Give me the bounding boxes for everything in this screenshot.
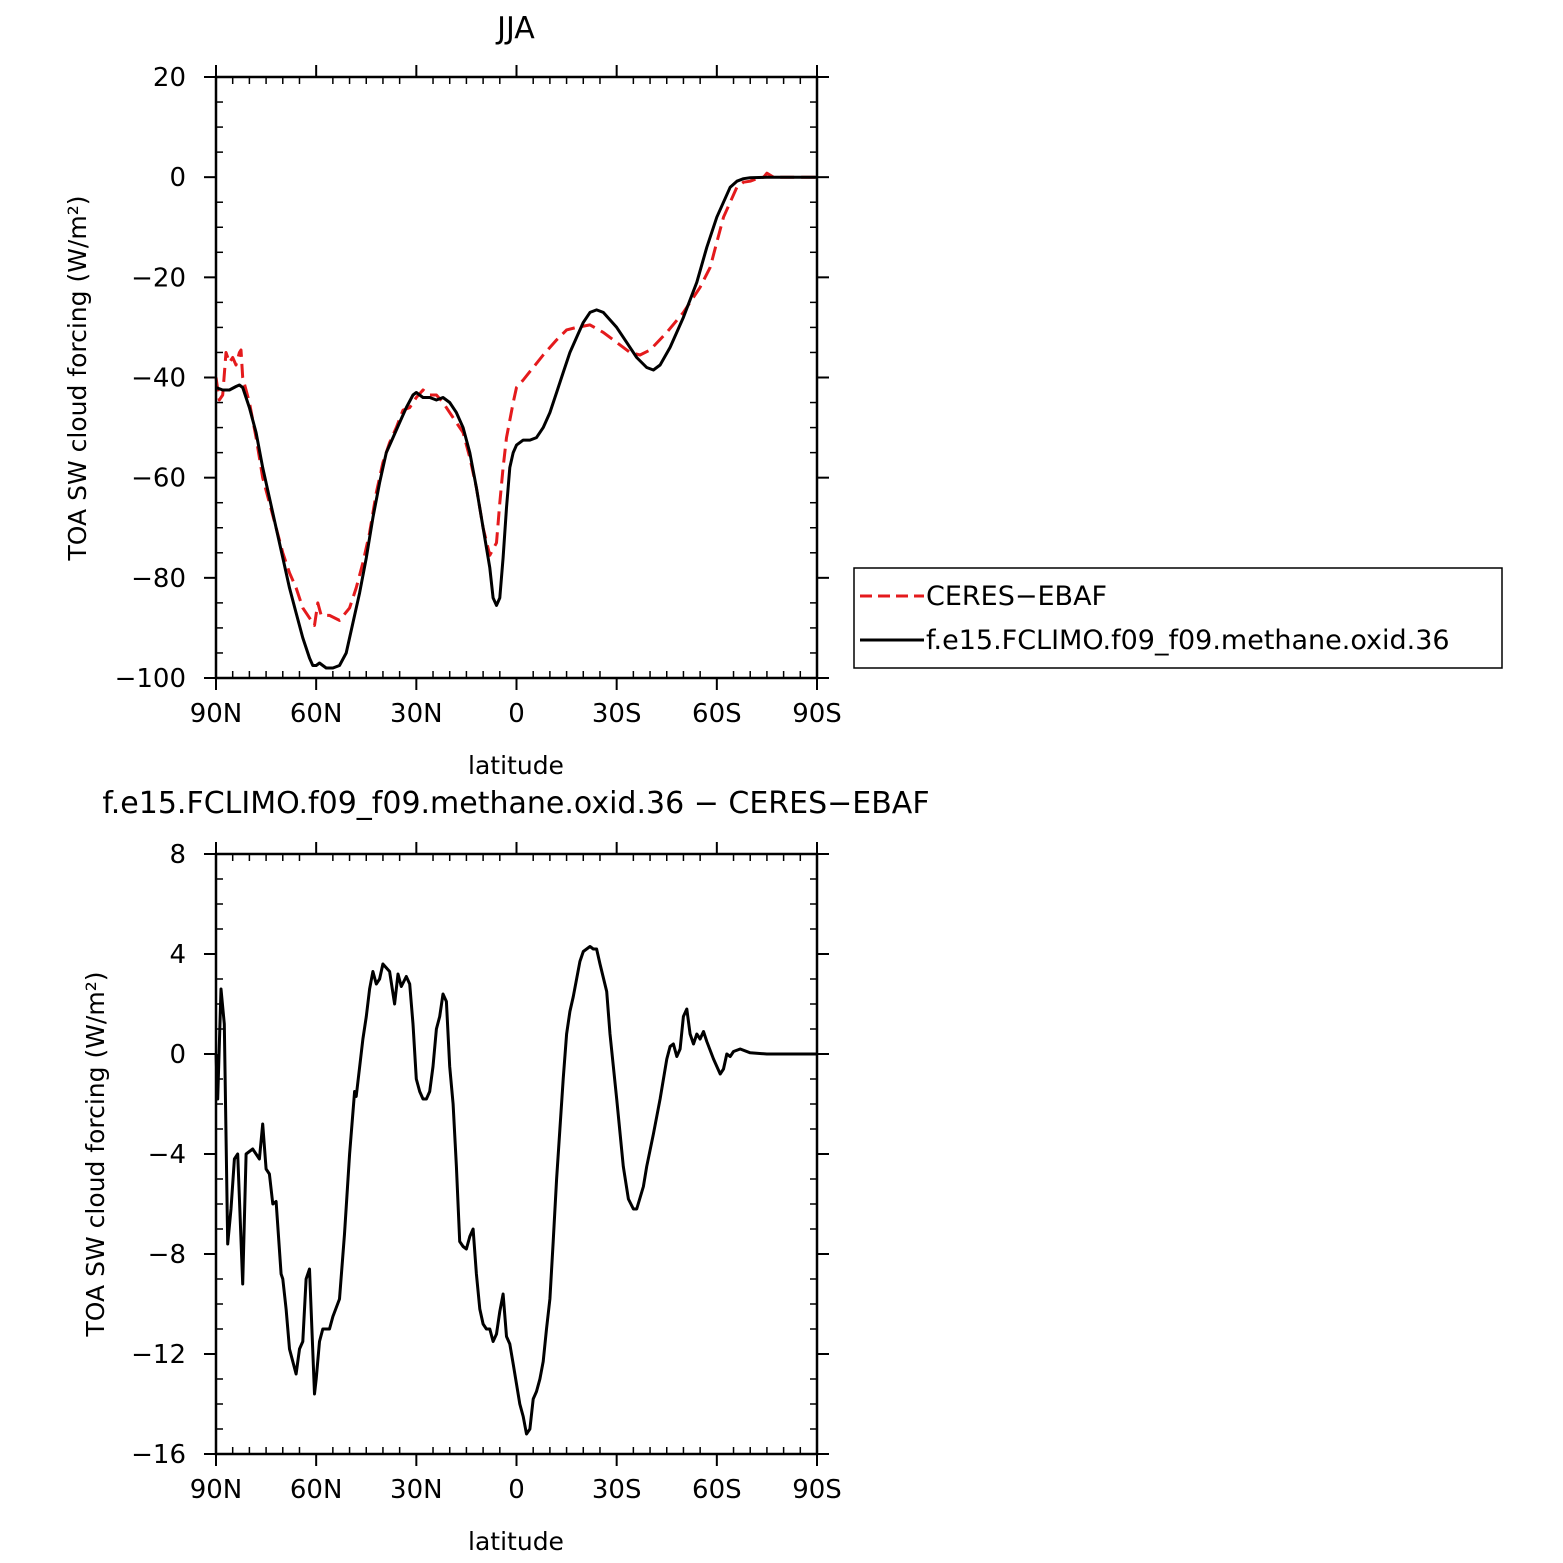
top-ytick-label: −40 — [131, 364, 186, 394]
top-chart-title: JJA — [495, 11, 535, 46]
top-ytick-label: −60 — [131, 464, 186, 494]
bottom-xtick-label: 60S — [692, 1475, 742, 1505]
bottom-xtick-label: 90S — [792, 1475, 842, 1505]
legend-box — [853, 567, 1503, 669]
bottom-chart-frame — [214, 852, 819, 1456]
top-xtick-label: 30N — [390, 699, 443, 729]
top-xtick-label: 90S — [792, 699, 842, 729]
top-ytick-label: −20 — [131, 263, 186, 293]
bottom-xtick-label: 0 — [508, 1475, 525, 1505]
bottom-chart-lines — [214, 945, 817, 1436]
top-ytick-label: −80 — [131, 564, 186, 594]
top-xtick-label: 60N — [290, 699, 343, 729]
top-series-line-1 — [215, 175, 817, 670]
bottom-ytick-label: −16 — [131, 1440, 186, 1470]
bottom-chart-title: f.e15.FCLIMO.f09_f09.methane.oxid.36 − C… — [102, 786, 929, 821]
bottom-series-line-0 — [214, 945, 817, 1436]
bottom-ytick-label: −12 — [131, 1340, 186, 1370]
top-series-line-0 — [214, 171, 817, 627]
bottom-ytick-label: −4 — [148, 1140, 186, 1170]
bottom-ytick-label: 4 — [169, 940, 186, 970]
top-xtick-label: 90N — [190, 699, 243, 729]
top-chart: JJA TOA SW cloud forcing (W/m²) latitude… — [63, 11, 1503, 780]
bottom-chart: f.e15.FCLIMO.f09_f09.methane.oxid.36 − C… — [81, 786, 930, 1556]
bottom-xtick-label: 90N — [190, 1475, 243, 1505]
top-xtick-label: 30S — [592, 699, 642, 729]
top-xtick-label: 0 — [508, 699, 525, 729]
bottom-ytick-label: 0 — [169, 1040, 186, 1070]
top-ytick-label: −100 — [115, 664, 186, 694]
legend-label-model: f.e15.FCLIMO.f09_f09.methane.oxid.36 — [926, 625, 1450, 656]
bottom-ytick-label: 8 — [169, 840, 186, 870]
top-ytick-label: 0 — [169, 163, 186, 193]
top-ytick-label: 20 — [153, 63, 186, 93]
top-chart-ticks: 90N 60N 30N 0 30S 60S 90S 20 0 −20 −40 −60 −80 −100 — [115, 63, 842, 729]
bottom-xtick-label: 30N — [390, 1475, 443, 1505]
top-xtick-label: 60S — [692, 699, 742, 729]
bottom-chart-xlabel: latitude — [468, 1527, 564, 1556]
legend-label-ceres: CERES−EBAF — [926, 581, 1107, 612]
bottom-chart-ticks: 90N 60N 30N 0 30S 60S 90S 8 4 0 −4 −8 −12 −16 — [131, 840, 842, 1505]
top-chart-xlabel: latitude — [468, 751, 564, 780]
bottom-xtick-label: 30S — [592, 1475, 642, 1505]
bottom-xtick-label: 60N — [290, 1475, 343, 1505]
top-chart-frame — [214, 75, 819, 680]
bottom-ytick-label: −8 — [148, 1240, 186, 1270]
top-chart-legend: CERES−EBAF f.e15.FCLIMO.f09_f09.methane.… — [853, 567, 1503, 669]
bottom-chart-ylabel: TOA SW cloud forcing (W/m²) — [81, 972, 110, 1338]
top-chart-ylabel: TOA SW cloud forcing (W/m²) — [63, 196, 92, 562]
top-chart-lines — [214, 171, 817, 670]
